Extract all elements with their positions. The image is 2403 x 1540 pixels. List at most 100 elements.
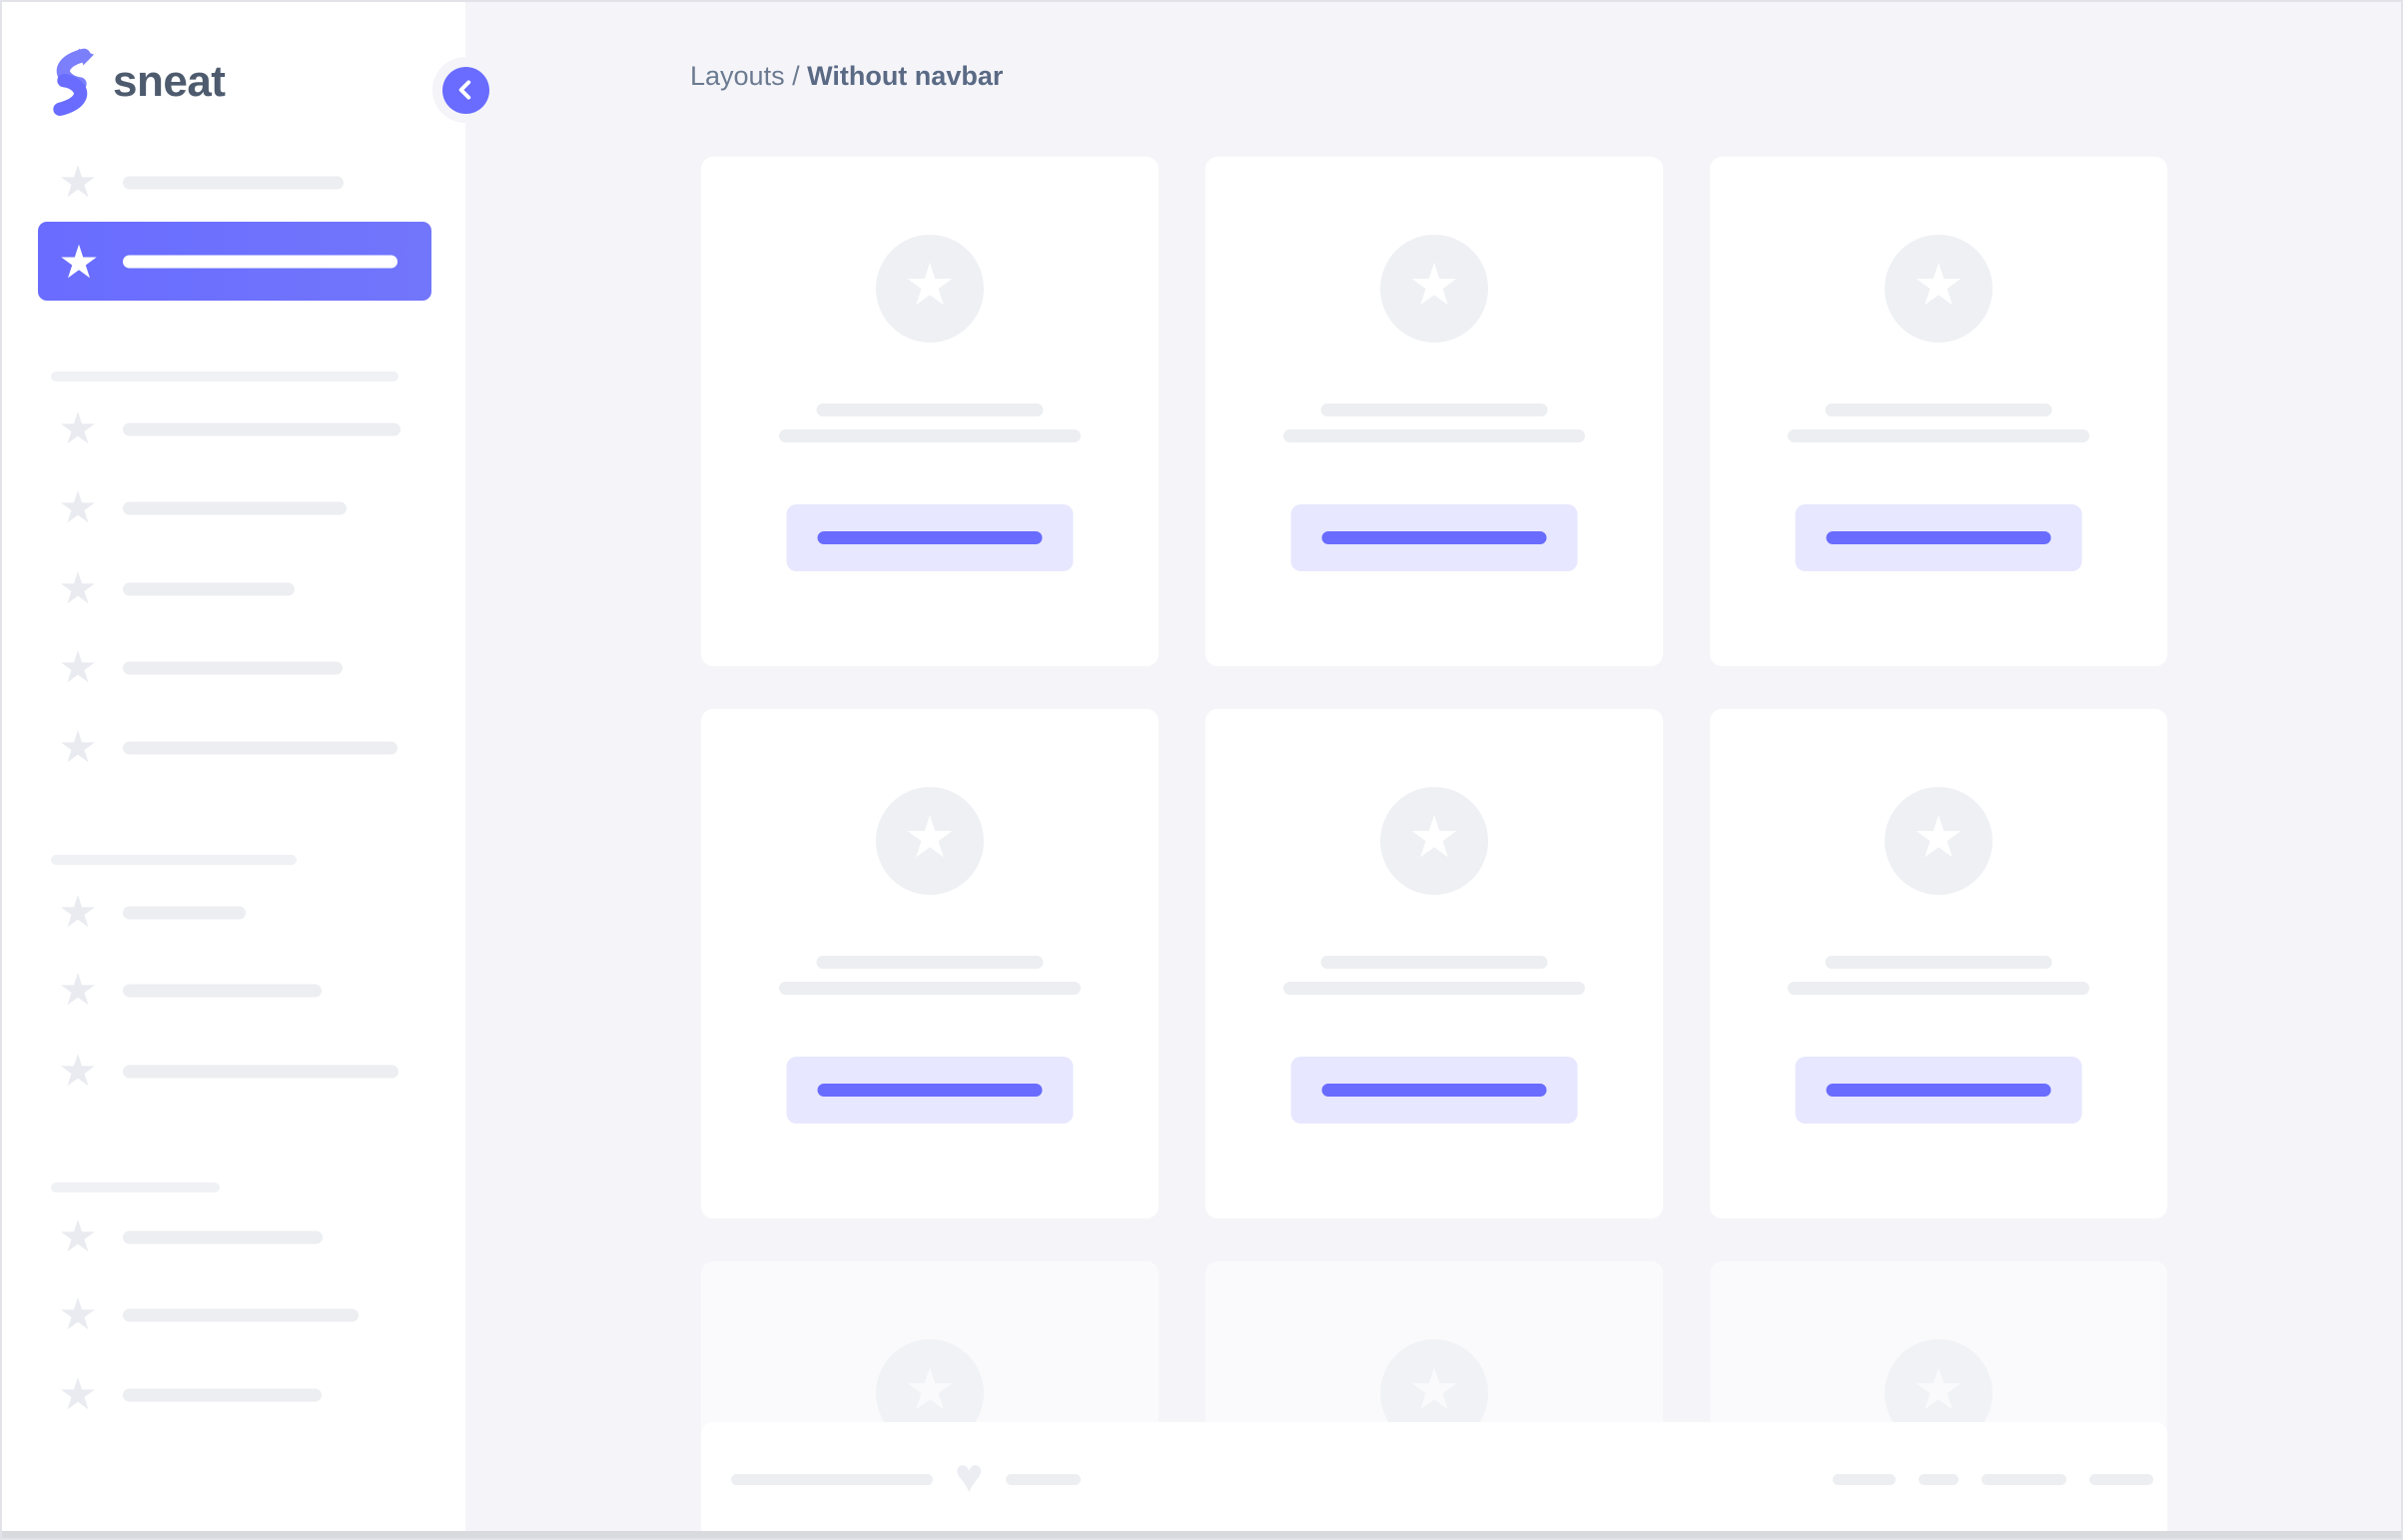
skeleton-line bbox=[1320, 956, 1548, 969]
star-icon: ★ bbox=[58, 643, 98, 692]
skeleton-line bbox=[779, 429, 1081, 442]
skeleton-bar bbox=[123, 1065, 399, 1079]
breadcrumb-current: Without navbar bbox=[807, 61, 1004, 91]
breadcrumb-parent-link[interactable]: Layouts bbox=[690, 61, 785, 91]
sidebar-item[interactable]: ★ bbox=[2, 723, 465, 772]
card-action-button[interactable] bbox=[1795, 1057, 2082, 1124]
sidebar-item[interactable]: ★ bbox=[2, 1212, 465, 1261]
menu-section-header bbox=[51, 372, 399, 382]
footer-link-bar[interactable] bbox=[1919, 1473, 1959, 1485]
star-icon: ★ bbox=[1913, 253, 1965, 318]
placeholder-card: ★ bbox=[1710, 709, 2167, 1218]
sidebar-item[interactable]: ★ bbox=[2, 1290, 465, 1339]
star-icon: ★ bbox=[58, 1370, 98, 1419]
star-icon: ★ bbox=[58, 235, 100, 288]
footer-link-bar[interactable] bbox=[1982, 1473, 2066, 1485]
sidebar-item[interactable]: ★ bbox=[2, 643, 465, 692]
sidebar-toggle-button[interactable] bbox=[432, 57, 498, 123]
menu-section-header bbox=[51, 855, 297, 865]
star-icon: ★ bbox=[1408, 805, 1460, 870]
skeleton-bar bbox=[123, 906, 246, 920]
sneat-logo-icon bbox=[53, 48, 94, 117]
placeholder-card: ★ bbox=[1710, 157, 2167, 666]
breadcrumb-separator: / bbox=[784, 61, 808, 91]
sidebar-item[interactable]: ★ bbox=[2, 483, 465, 532]
avatar-circle: ★ bbox=[1885, 235, 1993, 343]
brand-logo[interactable]: sneat bbox=[48, 46, 226, 118]
skeleton-line bbox=[1788, 429, 2089, 442]
card-action-button[interactable] bbox=[786, 504, 1074, 571]
placeholder-card: ★ bbox=[701, 709, 1159, 1218]
button-label-bar bbox=[817, 1084, 1043, 1097]
star-icon: ★ bbox=[1913, 805, 1965, 870]
skeleton-bar bbox=[123, 255, 398, 268]
footer-link-bar[interactable] bbox=[2089, 1473, 2153, 1485]
button-label-bar bbox=[817, 531, 1043, 544]
footer-links bbox=[1810, 1473, 2153, 1485]
chevron-left-icon bbox=[441, 66, 489, 114]
sidebar-item[interactable]: ★ bbox=[2, 1047, 465, 1096]
button-label-bar bbox=[1321, 1084, 1547, 1097]
avatar-circle: ★ bbox=[876, 235, 984, 343]
star-icon: ★ bbox=[58, 158, 98, 207]
footer-text-bar bbox=[1005, 1473, 1081, 1485]
skeleton-bar bbox=[123, 1388, 322, 1402]
star-icon: ★ bbox=[58, 723, 98, 772]
footer-bar: ♥ bbox=[701, 1422, 2167, 1536]
button-label-bar bbox=[1321, 531, 1547, 544]
sidebar-item[interactable]: ★ bbox=[2, 1370, 465, 1419]
star-icon: ★ bbox=[904, 253, 956, 318]
card-action-button[interactable] bbox=[1290, 504, 1578, 571]
skeleton-line bbox=[1825, 403, 2052, 416]
skeleton-line bbox=[816, 956, 1044, 969]
breadcrumb: Layouts / Without navbar bbox=[690, 60, 1003, 92]
star-icon: ★ bbox=[58, 966, 98, 1015]
brand-name: sneat bbox=[113, 57, 226, 106]
footer-text-bar bbox=[731, 1473, 933, 1485]
placeholder-card: ★ bbox=[1205, 709, 1663, 1218]
skeleton-bar bbox=[123, 176, 344, 190]
star-icon: ★ bbox=[58, 1290, 98, 1339]
star-icon: ★ bbox=[58, 1212, 98, 1261]
placeholder-card: ★ bbox=[1205, 157, 1663, 666]
star-icon: ★ bbox=[1408, 253, 1460, 318]
button-label-bar bbox=[1826, 1084, 2051, 1097]
star-icon: ★ bbox=[58, 483, 98, 532]
skeleton-bar bbox=[123, 1308, 359, 1322]
sidebar-item[interactable]: ★ bbox=[2, 564, 465, 613]
star-icon: ★ bbox=[1913, 1357, 1965, 1422]
sidebar-item[interactable]: ★ bbox=[2, 158, 465, 207]
footer-left: ♥ bbox=[731, 1453, 1081, 1505]
star-icon: ★ bbox=[58, 1047, 98, 1096]
card-action-button[interactable] bbox=[786, 1057, 1074, 1124]
card-action-button[interactable] bbox=[1290, 1057, 1578, 1124]
star-icon: ★ bbox=[1408, 1357, 1460, 1422]
skeleton-line bbox=[816, 403, 1044, 416]
skeleton-bar bbox=[123, 741, 398, 755]
skeleton-bar bbox=[123, 661, 343, 675]
window-bottom-edge bbox=[2, 1531, 2401, 1538]
card-action-button[interactable] bbox=[1795, 504, 2082, 571]
skeleton-bar bbox=[123, 582, 295, 596]
avatar-circle: ★ bbox=[876, 787, 984, 895]
skeleton-bar bbox=[123, 422, 400, 436]
star-icon: ★ bbox=[58, 888, 98, 937]
card-grid: ★ ★ ★ ★ ★ ★ ★ ★ ★ bbox=[701, 157, 2167, 1538]
avatar-circle: ★ bbox=[1885, 787, 1993, 895]
menu-section-header bbox=[51, 1182, 220, 1192]
skeleton-line bbox=[1283, 429, 1585, 442]
star-icon: ★ bbox=[904, 805, 956, 870]
skeleton-line bbox=[1788, 982, 2089, 995]
footer-link-bar[interactable] bbox=[1833, 1473, 1896, 1485]
sidebar-item[interactable]: ★ bbox=[2, 966, 465, 1015]
sidebar: sneat ★ ★ ★ ★ ★ ★ ★ ★ ★ ★ ★ ★ ★ bbox=[2, 2, 465, 1538]
sidebar-item[interactable]: ★ bbox=[2, 888, 465, 937]
skeleton-line bbox=[1283, 982, 1585, 995]
sidebar-item[interactable]: ★ bbox=[2, 407, 465, 451]
skeleton-bar bbox=[123, 501, 347, 515]
skeleton-line bbox=[779, 982, 1081, 995]
sidebar-item-active[interactable]: ★ bbox=[38, 222, 431, 301]
skeleton-line bbox=[1825, 956, 2052, 969]
star-icon: ★ bbox=[58, 564, 98, 613]
